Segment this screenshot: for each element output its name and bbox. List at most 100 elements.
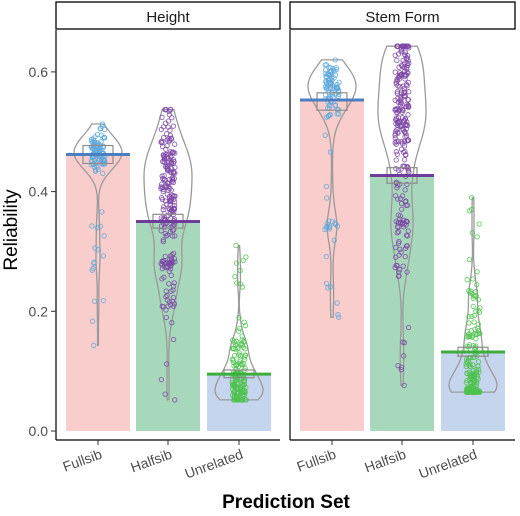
data-point bbox=[160, 204, 167, 210]
data-point bbox=[396, 238, 402, 245]
data-point bbox=[401, 51, 408, 57]
data-point bbox=[322, 71, 329, 77]
data-point bbox=[167, 132, 174, 139]
data-point bbox=[170, 283, 177, 289]
data-point bbox=[465, 389, 472, 395]
chart-panels: Height Fullsib Halfsib Unrelated Stem Form Fu… bbox=[55, 1, 516, 482]
data-point bbox=[393, 165, 399, 172]
data-point bbox=[93, 160, 99, 166]
data-point bbox=[166, 281, 172, 287]
data-point bbox=[395, 212, 402, 218]
data-point bbox=[466, 313, 472, 320]
data-point bbox=[328, 84, 334, 90]
data-point bbox=[399, 206, 405, 212]
data-point bbox=[336, 314, 342, 320]
data-point bbox=[160, 188, 166, 195]
data-point bbox=[233, 341, 239, 348]
data-point bbox=[230, 382, 236, 388]
data-point bbox=[170, 250, 177, 257]
data-point bbox=[392, 132, 398, 139]
data-point bbox=[158, 126, 164, 133]
data-point bbox=[469, 389, 475, 395]
data-point bbox=[237, 267, 243, 274]
data-point bbox=[401, 382, 407, 389]
data-point bbox=[172, 164, 178, 171]
data-point bbox=[393, 262, 399, 269]
data-point bbox=[231, 389, 237, 395]
data-point bbox=[161, 210, 167, 217]
data-point bbox=[230, 337, 236, 343]
panel-strip-title: Stem Form bbox=[365, 9, 439, 26]
data-point bbox=[394, 129, 401, 135]
data-point bbox=[327, 149, 334, 155]
data-point bbox=[236, 350, 242, 356]
data-point bbox=[164, 264, 170, 270]
data-point bbox=[394, 57, 400, 64]
data-point bbox=[97, 223, 103, 229]
data-point bbox=[166, 176, 173, 183]
data-point bbox=[324, 195, 330, 201]
data-point bbox=[99, 121, 106, 127]
data-point bbox=[405, 112, 411, 118]
data-point bbox=[322, 67, 329, 73]
data-point bbox=[97, 156, 103, 162]
data-point bbox=[168, 288, 174, 294]
data-point bbox=[232, 352, 238, 359]
data-point bbox=[94, 131, 101, 138]
data-point bbox=[463, 380, 470, 386]
data-point bbox=[169, 150, 175, 156]
data-point bbox=[89, 162, 95, 168]
data-point bbox=[399, 107, 406, 113]
data-point bbox=[332, 103, 338, 109]
data-point bbox=[162, 224, 168, 230]
data-point bbox=[239, 362, 245, 368]
data-point bbox=[403, 126, 409, 132]
data-point bbox=[398, 123, 404, 129]
data-point bbox=[393, 141, 399, 147]
data-point bbox=[325, 113, 332, 120]
data-point bbox=[162, 391, 168, 397]
data-point bbox=[470, 370, 477, 377]
data-point bbox=[474, 234, 480, 240]
panel-strip bbox=[289, 1, 516, 30]
data-point bbox=[166, 268, 172, 275]
data-point bbox=[163, 164, 169, 170]
data-point bbox=[467, 389, 474, 395]
data-point bbox=[471, 312, 478, 319]
data-point bbox=[160, 135, 167, 141]
data-point bbox=[400, 57, 406, 64]
data-point bbox=[327, 223, 333, 229]
data-point bbox=[230, 357, 236, 363]
data-point bbox=[406, 104, 412, 110]
data-point bbox=[171, 280, 177, 286]
data-point bbox=[469, 194, 475, 201]
data-point bbox=[235, 397, 241, 403]
x-tick-label: Halfsib bbox=[128, 446, 174, 476]
data-point bbox=[402, 93, 408, 100]
data-point bbox=[471, 319, 477, 325]
data-point bbox=[336, 91, 342, 97]
data-point bbox=[159, 258, 165, 264]
data-point bbox=[167, 210, 173, 217]
data-point bbox=[474, 380, 480, 386]
data-point bbox=[170, 123, 177, 129]
data-point bbox=[401, 143, 408, 149]
data-point bbox=[172, 259, 178, 265]
data-point bbox=[243, 254, 249, 260]
data-point bbox=[332, 57, 338, 63]
data-point bbox=[326, 73, 333, 79]
data-point bbox=[476, 221, 482, 227]
data-point bbox=[163, 314, 169, 321]
data-point bbox=[469, 334, 475, 340]
data-point bbox=[404, 181, 410, 188]
data-point bbox=[395, 51, 402, 57]
data-point bbox=[405, 57, 411, 64]
data-point bbox=[168, 224, 174, 230]
data-point bbox=[327, 112, 333, 118]
data-point bbox=[467, 290, 473, 296]
data-point bbox=[396, 269, 402, 275]
data-point bbox=[469, 230, 476, 236]
data-point bbox=[394, 230, 400, 236]
data-point bbox=[241, 338, 247, 344]
data-point bbox=[400, 149, 407, 155]
